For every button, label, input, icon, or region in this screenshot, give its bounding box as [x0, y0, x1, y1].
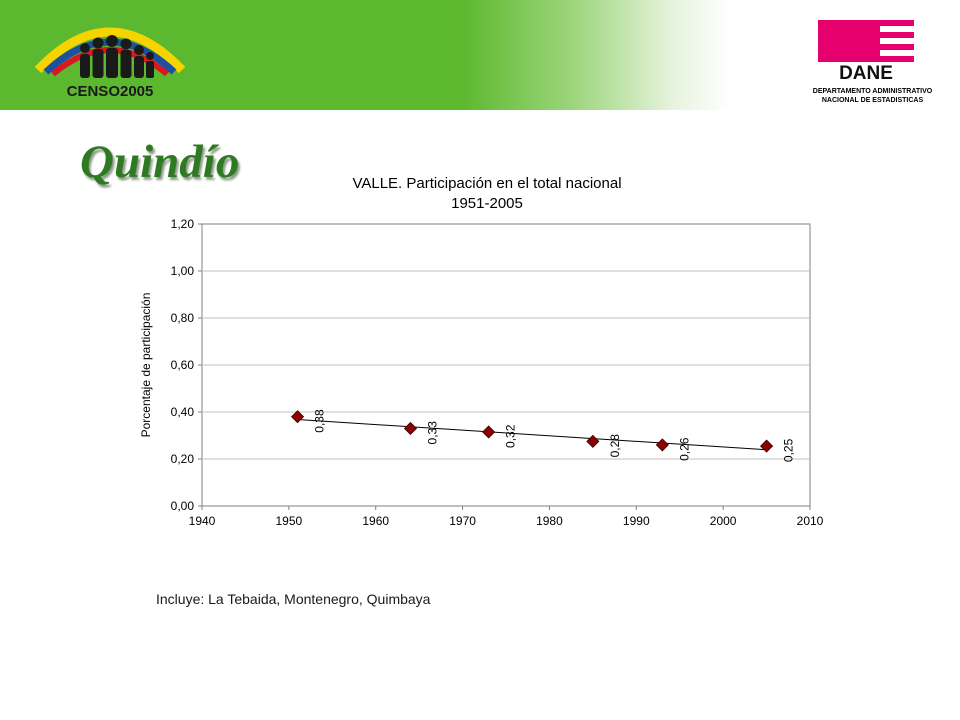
data-point-marker [403, 421, 418, 436]
data-label: 0,26 [677, 437, 691, 461]
trend-line [297, 419, 767, 451]
x-tick-label: 1940 [189, 514, 216, 528]
data-point-marker [655, 438, 669, 452]
x-tick-label: 2010 [797, 514, 824, 528]
dane-subtitle-line2: NACIONAL DE ESTADISTICAS [821, 97, 924, 104]
dane-logo-text: DANE [839, 63, 893, 82]
dane-subtitle-line1: DEPARTAMENTO ADMINISTRATIVO [812, 88, 933, 95]
y-tick-label: 1,20 [171, 217, 195, 231]
y-tick-label: 0,20 [171, 452, 195, 466]
data-point-marker [760, 439, 774, 453]
y-tick-label: 1,00 [171, 264, 195, 278]
censo-2005-logo: CENSO2005 [34, 27, 186, 100]
x-tick-label: 1950 [276, 514, 303, 528]
header-banner: CENSO2005 DANE DEPARTAMENTO ADMINISTRATI… [0, 0, 960, 110]
data-point-marker [482, 425, 496, 439]
municipalities-note: Incluye: La Tebaida, Montenegro, Quimbay… [156, 591, 431, 607]
data-label: 0,25 [782, 438, 796, 462]
chart-subtitle: 1951-2005 [451, 195, 523, 212]
chart-title: VALLE. Participación en el total naciona… [352, 175, 621, 192]
x-tick-label: 1980 [536, 514, 563, 528]
x-tick-label: 2000 [710, 514, 737, 528]
censo-logo-text: CENSO2005 [67, 83, 154, 100]
data-label: 0,28 [608, 434, 622, 458]
data-label: 0,33 [425, 421, 439, 445]
y-axis-label: Porcentaje de participación [139, 293, 153, 438]
participation-chart: VALLE. Participación en el total naciona… [139, 175, 824, 528]
data-label: 0,32 [504, 424, 518, 448]
y-tick-label: 0,40 [171, 405, 195, 419]
y-tick-label: 0,60 [171, 358, 195, 372]
x-tick-label: 1960 [362, 514, 389, 528]
data-point-marker [290, 410, 305, 424]
data-label: 0,38 [313, 409, 327, 433]
y-tick-label: 0,80 [171, 311, 195, 325]
x-tick-label: 1970 [449, 514, 476, 528]
y-tick-label: 0,00 [171, 499, 195, 513]
page-title: Quindío [80, 136, 240, 188]
x-tick-label: 1990 [623, 514, 650, 528]
dane-subtitle: DEPARTAMENTO ADMINISTRATIVO NACIONAL DE … [790, 87, 955, 105]
data-point-marker [586, 434, 600, 448]
dane-logo: DANE [818, 20, 914, 82]
